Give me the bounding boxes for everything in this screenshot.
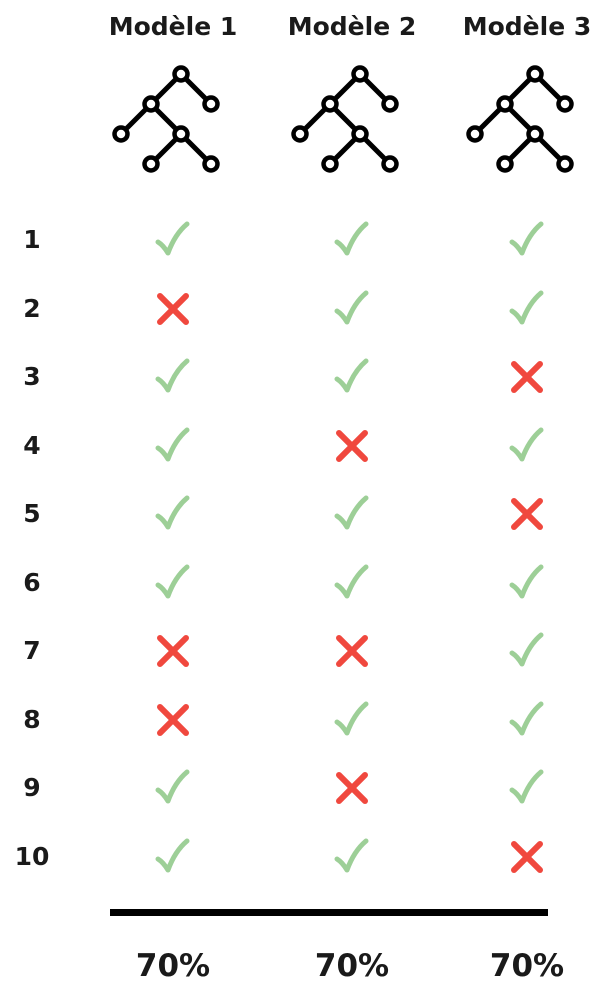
decision-tree-icon <box>112 65 220 173</box>
check-icon <box>334 701 369 735</box>
model-title: Modèle 3 <box>462 12 592 41</box>
row-label: 4 <box>23 430 41 460</box>
model-title: Modèle 1 <box>108 12 238 41</box>
check-icon <box>509 769 544 804</box>
model-score: 70% <box>489 948 565 984</box>
decision-tree-icon <box>466 65 574 173</box>
row-label: 1 <box>23 225 41 254</box>
row-label: 6 <box>23 567 41 597</box>
check-icon <box>155 221 190 256</box>
cross-icon <box>336 635 368 667</box>
check-icon <box>509 290 544 324</box>
check-icon <box>509 701 544 735</box>
check-icon <box>155 564 190 598</box>
row-label: 8 <box>23 704 41 734</box>
check-icon <box>155 358 190 393</box>
check-icon <box>155 838 190 872</box>
check-icon <box>155 769 190 804</box>
check-icon <box>334 564 369 598</box>
row-label: 9 <box>23 773 41 802</box>
row-label: 7 <box>23 636 41 665</box>
cross-icon <box>511 840 543 873</box>
check-icon <box>334 221 369 256</box>
model-score: 70% <box>314 948 390 984</box>
row-label: 2 <box>23 293 41 323</box>
cross-icon <box>336 429 368 462</box>
check-icon <box>509 427 544 461</box>
check-icon <box>509 221 544 256</box>
row-label: 10 <box>14 841 50 871</box>
summary-divider <box>110 909 548 916</box>
cross-icon <box>157 292 189 325</box>
row-label: 3 <box>23 362 41 391</box>
cross-icon <box>157 703 189 736</box>
check-icon <box>509 564 544 598</box>
check-icon <box>155 427 190 461</box>
check-icon <box>334 838 369 872</box>
model-score: 70% <box>135 948 211 984</box>
check-icon <box>155 495 190 530</box>
check-icon <box>334 358 369 393</box>
cross-icon <box>336 772 368 804</box>
cross-icon <box>511 498 543 530</box>
check-icon <box>509 632 544 667</box>
cross-icon <box>157 635 189 667</box>
check-icon <box>334 290 369 324</box>
cross-icon <box>511 361 543 393</box>
row-label: 5 <box>23 499 41 528</box>
check-icon <box>334 495 369 530</box>
model-title: Modèle 2 <box>287 12 417 41</box>
decision-tree-icon <box>291 65 399 173</box>
